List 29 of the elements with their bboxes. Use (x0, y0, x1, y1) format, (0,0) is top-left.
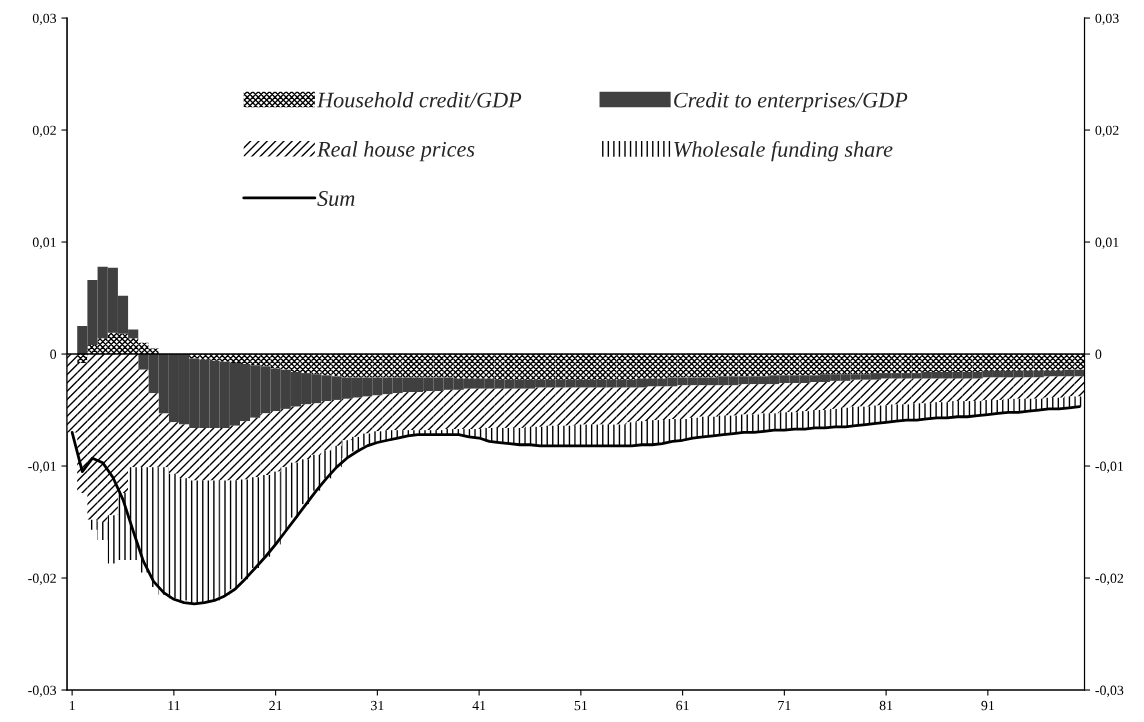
x-tick-label: 21 (269, 700, 282, 711)
y-tick-label: -0,02 (28, 573, 56, 585)
legend-label: Wholesale funding share (674, 140, 893, 162)
x-tick-label: 1 (69, 700, 75, 711)
x-tick-label: 51 (574, 700, 587, 711)
y-tick-label: 0,01 (32, 237, 56, 249)
x-tick-label: 91 (981, 700, 994, 711)
y2-tick-label: 0,02 (1095, 125, 1119, 137)
y2-tick-label: 0,03 (1095, 13, 1119, 25)
y2-tick-label: 0 (1095, 349, 1102, 359)
x-tick-label: 71 (778, 700, 791, 711)
y2-tick-label: 0,01 (1095, 237, 1119, 249)
x-tick-label: 61 (676, 700, 689, 711)
y-tick-label: -0,01 (28, 461, 56, 473)
y-tick-label: 0,03 (32, 13, 57, 25)
legend-label: Sum (317, 191, 355, 206)
y2-tick-label: -0,02 (1095, 573, 1124, 585)
y2-tick-label: -0,03 (1095, 685, 1124, 697)
legend-label: Credit to enterprises/GDP (674, 91, 908, 113)
y-tick-label: -0,03 (28, 685, 57, 697)
x-tick-label: 81 (879, 700, 893, 711)
x-tick-label: 41 (472, 700, 486, 711)
y2-tick-label: -0,01 (1095, 461, 1124, 473)
x-tick-label: 11 (168, 700, 180, 711)
x-tick-label: 31 (371, 700, 384, 711)
y-tick-label: 0 (50, 349, 57, 359)
y-tick-label: 0,02 (32, 125, 56, 137)
legend-label: Real house prices (316, 141, 475, 162)
legend-label: Household credit/GDP (316, 91, 522, 108)
